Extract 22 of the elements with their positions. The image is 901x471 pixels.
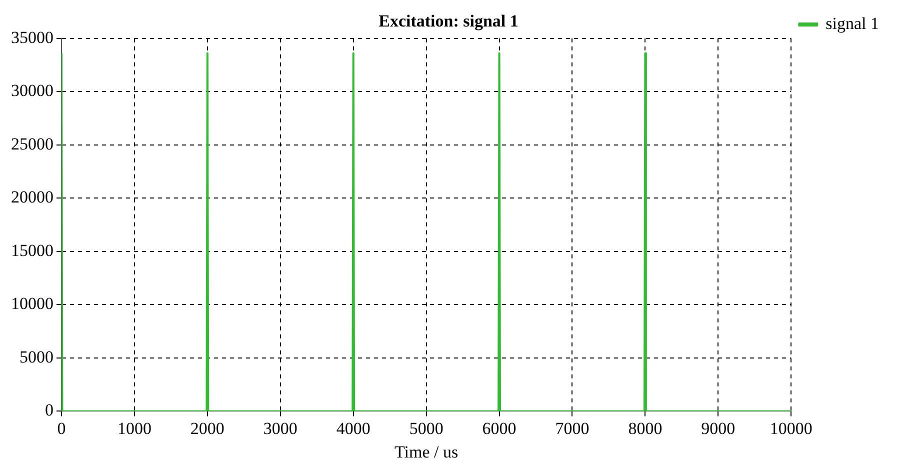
y-tick-label: 10000 [11, 294, 54, 314]
x-tick-label: 10000 [770, 418, 812, 438]
y-tick-label: 5000 [20, 347, 54, 366]
x-tick-label: 5000 [409, 418, 444, 438]
y-tick-label: 20000 [11, 188, 54, 207]
x-axis-title: Time / us [394, 442, 458, 462]
x-tick-label: 8000 [628, 418, 662, 438]
x-tick-label: 1000 [117, 418, 152, 438]
x-tick-label: 9000 [701, 418, 736, 438]
x-tick-label: 6000 [482, 418, 516, 438]
x-tick-label: 7000 [555, 418, 590, 438]
x-tick-label: 2000 [190, 418, 224, 438]
chart-title: Excitation: signal 1 [378, 12, 518, 31]
x-tick-label: 0 [57, 418, 66, 438]
x-tick-label: 3000 [263, 418, 298, 438]
y-tick-label: 35000 [11, 28, 54, 47]
legend-label: signal 1 [826, 14, 879, 33]
y-tick-label: 0 [45, 400, 54, 420]
y-tick-label: 30000 [11, 81, 54, 100]
y-tick-label: 15000 [11, 240, 54, 260]
x-tick-label: 4000 [336, 418, 370, 438]
y-tick-label: 25000 [11, 134, 54, 154]
